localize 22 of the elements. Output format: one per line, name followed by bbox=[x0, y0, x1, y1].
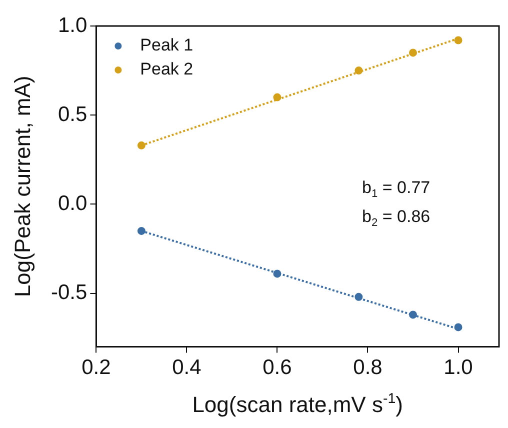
point bbox=[137, 141, 146, 150]
x-tick-label: 0.4 bbox=[172, 356, 202, 380]
point bbox=[409, 48, 418, 57]
legend-label: Peak 2 bbox=[140, 60, 194, 79]
point bbox=[354, 292, 363, 301]
point bbox=[409, 310, 418, 319]
x-tick-label: 0.2 bbox=[82, 356, 111, 380]
point bbox=[354, 66, 363, 75]
y-axis-title: Log(Peak current, mA) bbox=[10, 76, 35, 298]
x-tick-label: 0.8 bbox=[353, 356, 382, 380]
point bbox=[454, 323, 462, 332]
y-tick-label: 0.5 bbox=[58, 102, 88, 126]
x-tick-label: 0.6 bbox=[262, 356, 292, 380]
y-tick-label: 1.0 bbox=[58, 14, 88, 37]
y-tick-label: 0.0 bbox=[58, 192, 88, 216]
y-tick-label: -0.5 bbox=[51, 281, 88, 304]
legend-label: Peak 1 bbox=[140, 36, 194, 55]
point bbox=[273, 93, 282, 102]
point bbox=[273, 270, 282, 278]
x-tick-label: 1.0 bbox=[444, 356, 473, 380]
point bbox=[454, 36, 462, 44]
point bbox=[137, 226, 146, 235]
